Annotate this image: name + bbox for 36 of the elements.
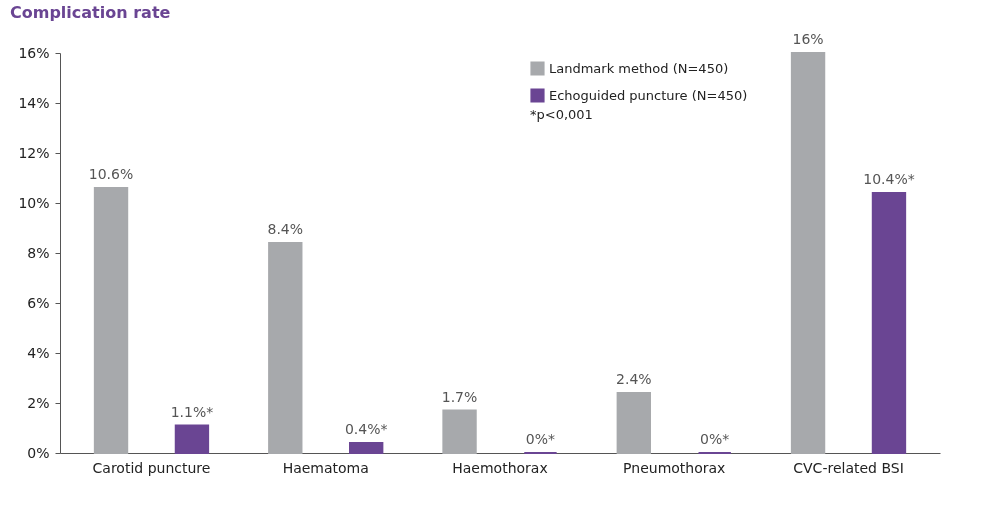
data-label: 10.6% xyxy=(88,166,134,182)
legend-label: Echoguided puncture (N=450) xyxy=(549,87,748,103)
y-tick-label: 2% xyxy=(27,394,50,411)
data-label: 8.4% xyxy=(267,221,304,237)
y-tick-label: 8% xyxy=(27,244,50,261)
y-tick-label: 10% xyxy=(18,194,50,211)
data-label: 0.4%* xyxy=(344,421,388,437)
chart-title: Complication rate xyxy=(10,3,171,22)
y-tick-label: 0% xyxy=(27,444,50,461)
y-tick-label: 6% xyxy=(27,294,50,311)
data-label: 1.1%* xyxy=(170,403,214,420)
data-label: 0%* xyxy=(700,431,730,447)
bar xyxy=(790,52,826,454)
y-tick-label: 4% xyxy=(27,344,50,361)
x-tick-label: Haemothorax xyxy=(452,459,548,476)
y-tick-label: 14% xyxy=(18,94,50,111)
x-tick-label: Carotid puncture xyxy=(92,459,211,476)
legend-label: Landmark method (N=450) xyxy=(549,60,729,76)
x-tick-label: Haematoma xyxy=(282,459,369,476)
data-label: 2.4% xyxy=(616,371,652,387)
data-label: 1.7% xyxy=(441,388,478,405)
bar xyxy=(871,192,907,454)
bar xyxy=(174,424,210,454)
x-tick-label: CVC-related BSI xyxy=(793,459,904,476)
data-label: 16% xyxy=(792,31,824,47)
bar xyxy=(442,409,477,454)
data-label: 10.4%* xyxy=(863,171,915,187)
y-tick-label: 16% xyxy=(18,44,50,61)
data-label: 0%* xyxy=(525,431,556,447)
bar xyxy=(616,392,651,454)
bar xyxy=(93,187,129,454)
bar xyxy=(268,242,303,454)
x-tick-label: Pneumothorax xyxy=(623,459,726,476)
y-tick-label: 12% xyxy=(18,144,50,161)
annotation: *p<0,001 xyxy=(530,107,593,122)
bar xyxy=(349,442,384,454)
